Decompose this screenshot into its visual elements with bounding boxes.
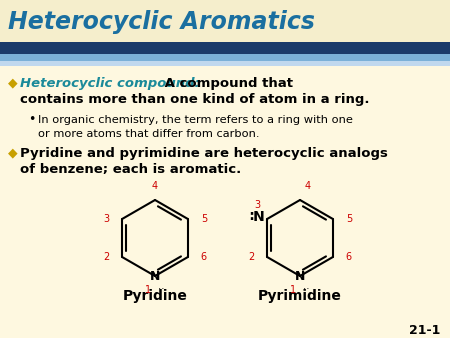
Text: ‥: ‥ (303, 281, 309, 291)
Text: 1: 1 (290, 285, 296, 295)
Text: 5: 5 (346, 214, 352, 224)
Text: or more atoms that differ from carbon.: or more atoms that differ from carbon. (38, 129, 260, 139)
Text: 4: 4 (305, 181, 311, 191)
Text: 21-1: 21-1 (409, 323, 440, 337)
Text: 5: 5 (201, 214, 207, 224)
Text: 1: 1 (145, 285, 151, 295)
Text: 6: 6 (346, 252, 352, 262)
FancyBboxPatch shape (0, 0, 450, 43)
Text: 3: 3 (103, 214, 109, 224)
Text: 3: 3 (254, 200, 260, 210)
Text: A compound that: A compound that (160, 76, 293, 90)
Text: ‥: ‥ (158, 281, 164, 291)
FancyBboxPatch shape (0, 54, 450, 62)
Text: of benzene; each is aromatic.: of benzene; each is aromatic. (20, 164, 241, 176)
Text: Pyridine: Pyridine (122, 289, 188, 303)
Text: 2: 2 (103, 252, 109, 262)
FancyBboxPatch shape (0, 42, 450, 55)
FancyBboxPatch shape (0, 61, 450, 66)
Text: N: N (150, 269, 160, 283)
Text: contains more than one kind of atom in a ring.: contains more than one kind of atom in a… (20, 94, 369, 106)
Text: ◆: ◆ (8, 76, 18, 90)
Text: Pyrimidine: Pyrimidine (258, 289, 342, 303)
Text: 2: 2 (248, 252, 254, 262)
Text: ∶N: ∶N (249, 210, 265, 224)
Text: •: • (28, 114, 36, 126)
Text: Heterocyclic compound:: Heterocyclic compound: (20, 76, 200, 90)
Text: ◆: ◆ (8, 146, 18, 160)
Text: In organic chemistry, the term refers to a ring with one: In organic chemistry, the term refers to… (38, 115, 353, 125)
Text: N: N (295, 269, 305, 283)
Text: 4: 4 (152, 181, 158, 191)
Text: 6: 6 (201, 252, 207, 262)
Text: Heterocyclic Aromatics: Heterocyclic Aromatics (8, 10, 315, 34)
Text: Pyridine and pyrimidine are heterocyclic analogs: Pyridine and pyrimidine are heterocyclic… (20, 146, 388, 160)
